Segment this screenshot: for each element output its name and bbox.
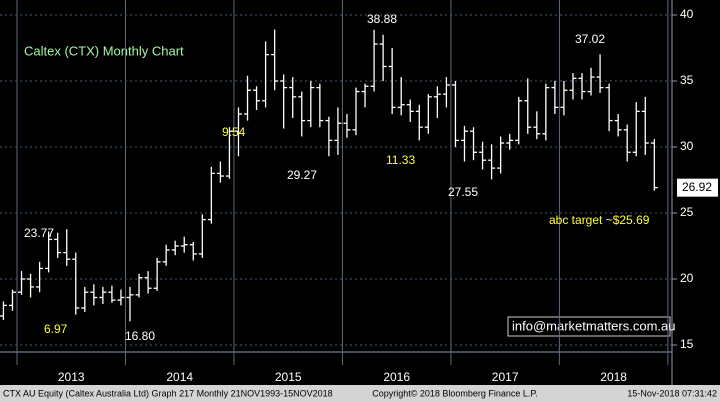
y-tick-label: 30: [680, 139, 694, 153]
y-tick-label: 20: [680, 271, 694, 285]
annotation: 23.77: [24, 226, 54, 240]
x-tick-label: 2017: [492, 370, 519, 384]
last-price-box: [677, 178, 718, 197]
watermark-box: [507, 316, 671, 337]
x-tick-label: 2016: [383, 370, 410, 384]
footer-left: CTX AU Equity (Caltex Australia Ltd) Gra…: [3, 388, 333, 398]
chart-title: Caltex (CTX) Monthly Chart: [24, 43, 184, 58]
footer-right: 15-Nov-2018 07:31:42: [627, 388, 717, 398]
x-tick-label: 2014: [166, 370, 193, 384]
annotation: 29.27: [287, 168, 317, 182]
annotation: 6.97: [44, 322, 68, 336]
annotation: 38.88: [367, 12, 397, 26]
x-tick-label: 2013: [58, 370, 85, 384]
y-tick-label: 35: [680, 73, 694, 87]
annotation: 16.80: [125, 329, 155, 343]
y-tick-label: 40: [680, 7, 694, 21]
y-tick-label: 15: [680, 337, 694, 351]
annotation: 27.55: [448, 185, 478, 199]
y-tick-label: 25: [680, 205, 694, 219]
annotation: 11.33: [386, 153, 415, 167]
annotation: 9.54: [222, 125, 246, 139]
footer-center: Copyright© 2018 Bloomberg Finance L.P.: [372, 388, 538, 398]
footer-bar: [0, 385, 720, 402]
x-tick-label: 2018: [600, 370, 627, 384]
last-price-label: 26.92: [682, 180, 712, 194]
x-tick-label: 2015: [275, 370, 302, 384]
annotation: 37.02: [575, 32, 605, 46]
annotation: abc target ~$25.69: [549, 213, 650, 227]
watermark: info@marketmatters.com.au: [512, 318, 675, 333]
